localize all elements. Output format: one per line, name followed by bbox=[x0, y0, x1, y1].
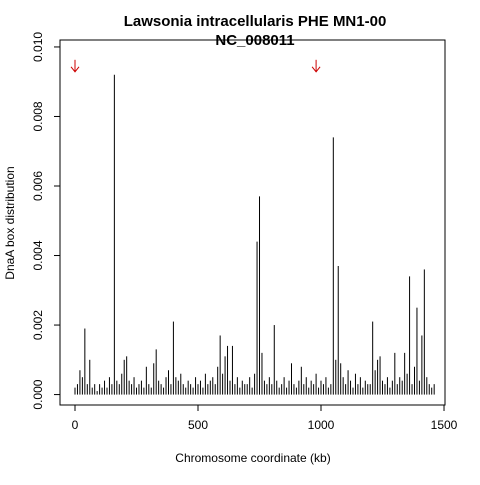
y-tick-label: 0.004 bbox=[31, 240, 45, 270]
x-tick-label: 1500 bbox=[431, 418, 458, 432]
x-tick-label: 500 bbox=[188, 418, 208, 432]
x-tick-label: 0 bbox=[72, 418, 79, 432]
arrow bbox=[70, 59, 80, 73]
plot-box bbox=[59, 39, 446, 406]
x-axis-label: Chromosome coordinate (kb) bbox=[175, 451, 330, 465]
y-tick-label: 0.002 bbox=[31, 310, 45, 340]
y-tick-label: 0.000 bbox=[31, 379, 45, 409]
y-tick-label: 0.006 bbox=[31, 171, 45, 201]
y-tick-label: 0.008 bbox=[31, 101, 45, 131]
arrow bbox=[311, 59, 321, 73]
x-tick-label: 1000 bbox=[308, 418, 335, 432]
y-tick-label: 0.010 bbox=[31, 32, 45, 62]
chart-title: Lawsonia intracellularis PHE MN1-00 bbox=[124, 13, 387, 30]
y-axis-label: DnaA box distribution bbox=[3, 166, 17, 279]
